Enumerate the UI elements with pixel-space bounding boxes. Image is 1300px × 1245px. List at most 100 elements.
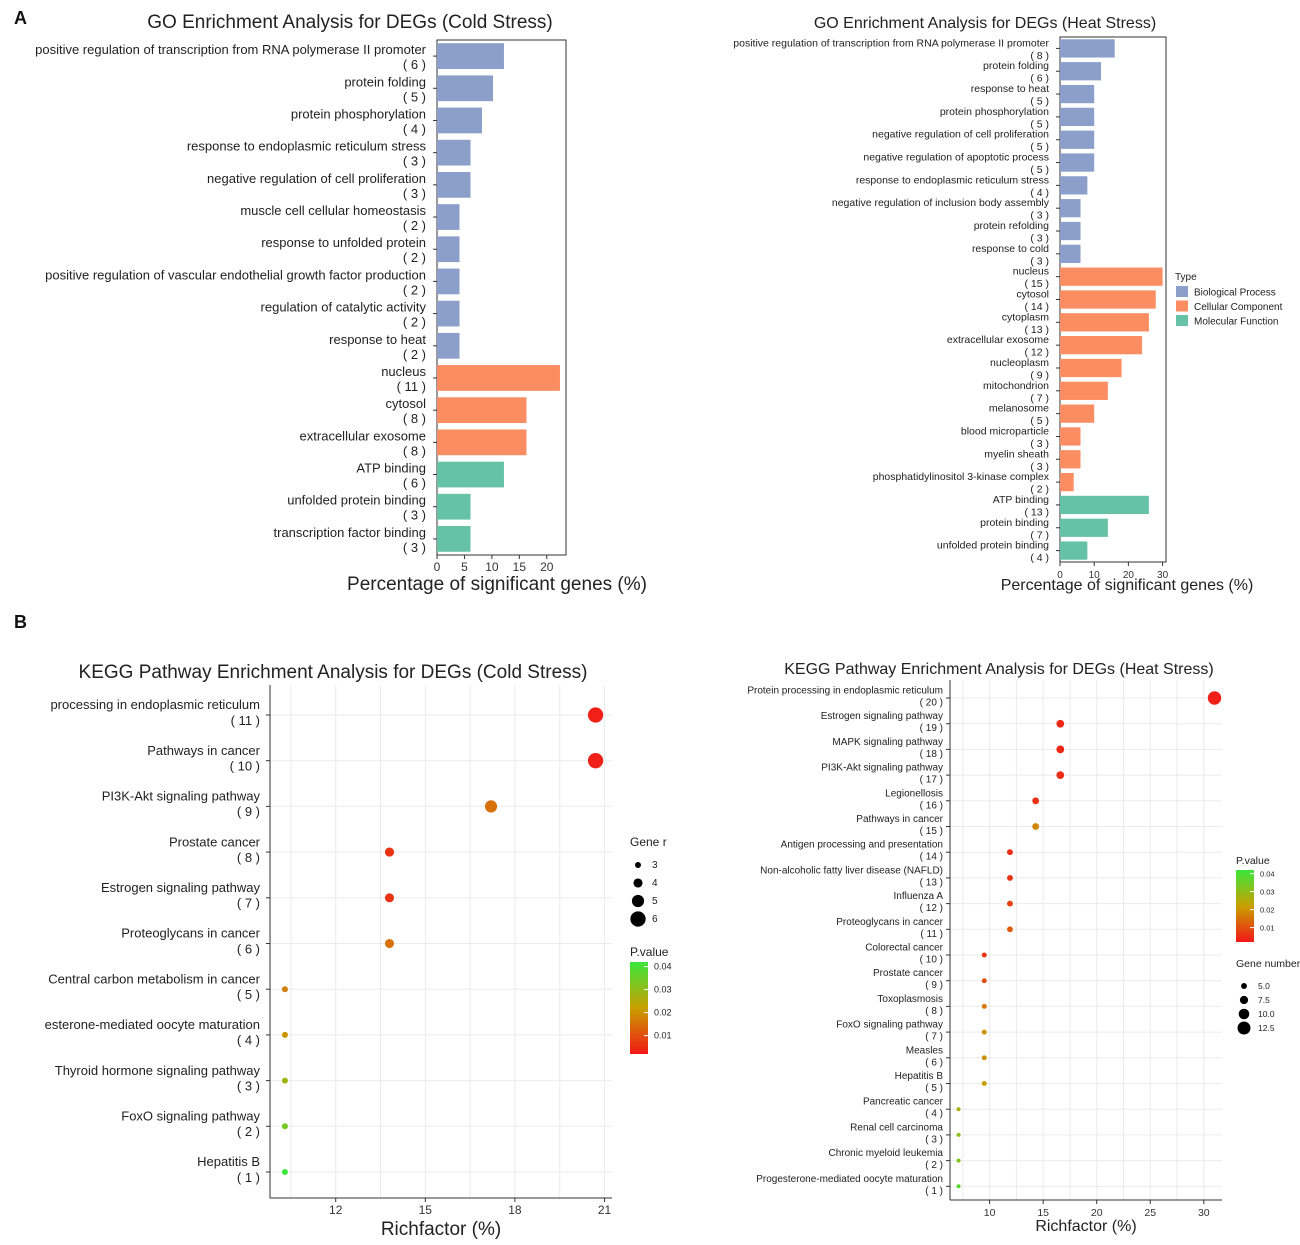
legend-swatch-cc [1176, 300, 1188, 312]
bar-2 [437, 107, 483, 134]
kegg-cold-chart: KEGG Pathway Enrichment Analysis for DEG… [45, 662, 672, 1240]
color-legend-title: P.value [630, 945, 669, 959]
bar-12 [1060, 313, 1149, 332]
point-2 [484, 800, 498, 813]
count-label: ( 2 ) [403, 282, 426, 297]
x-tick-label: 15 [1037, 1207, 1049, 1219]
category-label: extracellular exosome [947, 334, 1049, 346]
bar-15 [437, 526, 471, 552]
count-label: ( 3 ) [1030, 255, 1049, 267]
point-0 [1207, 691, 1222, 705]
bar-14 [1060, 358, 1122, 378]
count-label: ( 5 ) [925, 1083, 943, 1094]
count-label: ( 4 ) [237, 1033, 260, 1048]
x-tick-label: 30 [1198, 1207, 1210, 1219]
category-label: Thyroid hormone signaling pathway [55, 1063, 261, 1078]
bar-19 [1060, 472, 1074, 492]
bar-20 [1060, 495, 1149, 515]
count-label: ( 3 ) [1030, 438, 1049, 450]
size-legend-label: 6 [652, 914, 658, 925]
count-label: ( 3 ) [403, 540, 426, 555]
category-label: Proteoglycans in cancer [121, 926, 260, 941]
category-label: protein folding [344, 74, 426, 89]
category-label: positive regulation of transcription fro… [35, 42, 427, 57]
point-13 [981, 1029, 987, 1035]
count-label: ( 5 ) [237, 987, 260, 1002]
count-label: ( 4 ) [1030, 187, 1049, 199]
legend-swatch-mf [1176, 315, 1188, 326]
category-label: unfolded protein binding [287, 493, 426, 508]
bar-12 [437, 429, 527, 456]
size-legend-label: 5.0 [1258, 981, 1270, 991]
size-legend-title: Gene number [1236, 958, 1300, 970]
x-tick-label: 20 [1123, 570, 1135, 581]
category-label: response to cold [972, 243, 1049, 255]
point-5 [384, 938, 395, 949]
size-legend-label: 5 [652, 896, 658, 907]
category-label: transcription factor binding [274, 525, 426, 540]
count-label: ( 6 ) [925, 1057, 943, 1068]
category-label: response to endoplasmic reticulum stress [187, 139, 427, 154]
category-label: protein phosphorylation [940, 106, 1049, 118]
category-label: cytosol [1016, 289, 1049, 301]
count-label: ( 3 ) [403, 186, 426, 201]
bar-5 [1060, 153, 1095, 172]
count-label: ( 3 ) [403, 508, 426, 523]
color-legend-label: 0.02 [1260, 906, 1275, 915]
count-label: ( 11 ) [397, 379, 426, 394]
category-label: blood microparticle [961, 425, 1049, 437]
category-label: myelin sheath [984, 448, 1049, 460]
category-label: Progesterone-mediated oocyte maturation [756, 1174, 943, 1185]
bar-10 [437, 365, 560, 391]
count-label: ( 11 ) [231, 713, 260, 728]
point-5 [1032, 823, 1040, 830]
color-legend-label: 0.04 [1260, 870, 1275, 879]
count-label: ( 13 ) [920, 877, 943, 888]
category-label: mitochondrion [983, 380, 1049, 392]
category-label: positive regulation of transcription fro… [733, 37, 1049, 49]
point-19 [956, 1184, 961, 1189]
point-6 [1007, 849, 1013, 856]
point-7 [281, 1031, 288, 1038]
color-legend-label: 0.02 [654, 1008, 672, 1018]
count-label: ( 10 ) [230, 758, 260, 773]
category-label: regulation of catalytic activity [261, 300, 427, 315]
count-label: ( 16 ) [920, 800, 943, 811]
category-label: response to heat [971, 83, 1049, 95]
count-label: ( 15 ) [920, 826, 943, 837]
count-label: ( 7 ) [1030, 392, 1049, 404]
x-tick-label: 20 [540, 560, 554, 574]
category-label: muscle cell cellular homeostasis [240, 203, 426, 218]
bar-9 [1060, 244, 1081, 263]
size-legend-title: Gene r [630, 835, 667, 849]
panel-label-b: B [14, 612, 27, 632]
count-label: ( 13 ) [1024, 324, 1049, 336]
count-label: ( 9 ) [237, 804, 260, 819]
point-8 [1007, 900, 1013, 907]
x-tick-label: 30 [1157, 570, 1169, 581]
point-12 [981, 1003, 987, 1009]
category-label: phosphatidylinositol 3-kinase complex [873, 471, 1050, 483]
bar-15 [1060, 381, 1108, 400]
color-legend-label: 0.03 [654, 985, 672, 995]
bar-18 [1060, 450, 1081, 469]
x-tick-label: 18 [508, 1203, 522, 1217]
count-label: ( 3 ) [237, 1078, 260, 1093]
point-8 [281, 1077, 288, 1084]
x-tick-label: 0 [1057, 570, 1063, 581]
count-label: ( 18 ) [920, 749, 943, 760]
bar-2 [1060, 84, 1095, 104]
category-label: Prostate cancer [873, 968, 944, 979]
category-label: unfolded protein binding [937, 540, 1049, 552]
category-label: Central carbon metabolism in cancer [48, 971, 260, 986]
category-label: response to heat [329, 332, 426, 347]
size-legend-dot [631, 894, 645, 908]
go-cold-chart: GO Enrichment Analysis for DEGs (Cold St… [35, 12, 647, 595]
size-legend-dot [1241, 983, 1247, 989]
count-label: ( 17 ) [920, 775, 943, 786]
category-label: Hepatitis B [895, 1071, 944, 1082]
size-legend-dot [1238, 1008, 1250, 1020]
count-label: ( 8 ) [237, 850, 260, 865]
count-label: ( 2 ) [925, 1160, 943, 1171]
count-label: ( 19 ) [920, 723, 943, 734]
